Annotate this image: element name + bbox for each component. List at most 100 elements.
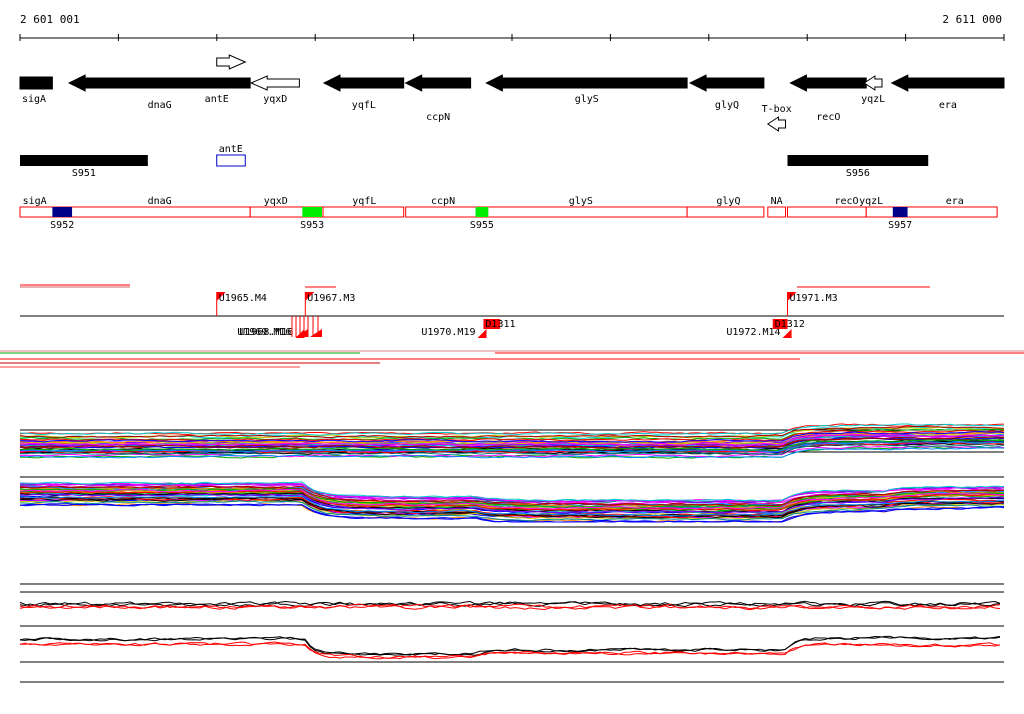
ante-box-label: antE: [219, 144, 243, 155]
ruler-end-label: 2 611 000: [942, 13, 1002, 26]
profile-series-line: [19, 496, 1005, 518]
profile-series-line: [19, 495, 1005, 517]
upshift-flag-u1965.m4[interactable]: [216, 292, 226, 301]
profile-series-line: [19, 499, 1005, 520]
transcript-label-dnag: dnaG: [148, 196, 172, 207]
upshift-overlap-label: U1969.M16: [237, 327, 291, 338]
gene-arrow-yqxd[interactable]: [249, 75, 300, 91]
site-marker-s957[interactable]: [892, 207, 908, 217]
summary-series-line: [19, 600, 1001, 608]
transcript-label-yqfl: yqfL: [352, 196, 376, 207]
shift-track: U1965.M4 U1967.M3 U1971.M3 U1968.M16U1969.M…: [0, 284, 1024, 368]
upshift-label-u1970-m19: U1970.M19: [421, 327, 475, 338]
profile-series-line: [19, 429, 1005, 442]
gene-label-ccpn: ccpN: [426, 112, 450, 123]
gene-arrow-t-box[interactable]: [766, 116, 787, 132]
upshift-label-u1972-m14: U1972.M14: [726, 327, 780, 338]
transcript-label-glys: glyS: [569, 196, 593, 207]
site-label-s953: S953: [300, 220, 324, 231]
gene-label-era: era: [939, 100, 957, 111]
upshift-flag-u1971.m3[interactable]: [787, 292, 797, 301]
downshift-block-d1311[interactable]: [483, 319, 501, 329]
segment-bar-s951[interactable]: [20, 155, 148, 166]
downshift-label-d1311: D1311: [485, 319, 515, 330]
profile-series-line: [19, 423, 1005, 436]
upshift-label-u1971-m3: U1971.M3: [789, 293, 837, 304]
profile-series-line: [19, 488, 1005, 510]
downshift-block-d1312[interactable]: [772, 319, 788, 329]
shift-marker: [296, 329, 308, 337]
coordinate-ruler: 2 601 001 2 611 000: [19, 13, 1005, 41]
transcript-box-glyq[interactable]: [686, 206, 765, 218]
gene-label-ante: antE: [205, 94, 229, 105]
gene-label-glys: glyS: [575, 94, 599, 105]
gene-arrow-dnag[interactable]: [67, 74, 251, 92]
profile-series-line: [19, 425, 1005, 439]
site-label-s957: S957: [888, 220, 912, 231]
gene-label-yqzl: yqzL: [861, 94, 885, 105]
gene-arrow-glys[interactable]: [485, 74, 688, 92]
ruler-axis: [19, 34, 1005, 41]
gene-label-reco: recO: [816, 112, 840, 123]
upshift-label-u1968-m16: U1968.M16: [239, 327, 293, 338]
shift-marker: [310, 329, 322, 337]
transcript-label-na: NA: [771, 196, 783, 207]
site-marker-s955[interactable]: [475, 207, 489, 217]
profile-series-line: [19, 485, 1005, 506]
transcript-label-yqzl: yqzL: [859, 196, 883, 207]
segment-label-s951: S951: [72, 168, 96, 179]
gene-arrow-siga[interactable]: [19, 76, 53, 90]
profile-series-line: [19, 493, 1005, 514]
upshift-label-u1965-m4: U1965.M4: [219, 293, 267, 304]
summary-track: [19, 583, 1004, 683]
site-label-s955: S955: [470, 220, 494, 231]
upshift-label-u1967-m3: U1967.M3: [307, 293, 355, 304]
gene-track: sigA dnaG antE yqxD yqfL ccpN glyS glyQ T-box rec…: [19, 54, 1005, 132]
summary-series-line: [19, 603, 1001, 610]
summary-series-line: [19, 635, 1001, 656]
gene-arrow-ccpn[interactable]: [404, 74, 472, 92]
gene-arrow-yqfl[interactable]: [322, 74, 405, 92]
site-label-s952: S952: [50, 220, 74, 231]
site-marker-s953[interactable]: [302, 207, 323, 217]
profile-series-line: [19, 440, 1005, 453]
profile-series-line: [19, 500, 1005, 522]
expression-profile-track: [19, 423, 1005, 528]
downflag-u1972.m14[interactable]: [782, 329, 792, 338]
gene-label-yqfl: yqfL: [352, 100, 376, 111]
ruler-start-label: 2 601 001: [20, 13, 80, 26]
transcript-box-reco[interactable]: [786, 206, 867, 218]
upshift-flag-u1967.m3[interactable]: [305, 292, 315, 301]
profile-series-line: [19, 447, 1005, 459]
ante-box-rect[interactable]: [216, 154, 246, 167]
site-marker-s952[interactable]: [52, 207, 73, 217]
profile-series-line: [20, 437, 1005, 450]
gene-label-yqxd: yqxD: [263, 94, 287, 105]
gene-arrow-reco[interactable]: [789, 74, 867, 92]
gene-arrow-ante[interactable]: [216, 54, 247, 70]
transcript-box-yqfl[interactable]: [322, 206, 405, 218]
segment-track: S951 S956: [20, 155, 929, 179]
gene-arrow-yqzl[interactable]: [863, 75, 883, 91]
profile-series-line: [19, 439, 1005, 452]
summary-series-line: [19, 641, 1001, 660]
transcript-label-era: era: [946, 196, 964, 207]
segment-bar-s956[interactable]: [787, 155, 929, 166]
transcript-box-ccpn[interactable]: [405, 206, 481, 218]
segment-label-s956: S956: [846, 168, 870, 179]
downflag-u1970.m19[interactable]: [477, 329, 487, 338]
transcript-label-glyq: glyQ: [716, 196, 740, 207]
ante-box: antE: [216, 144, 246, 167]
profile-series-line: [19, 445, 1005, 458]
gene-label-t-box: T-box: [762, 104, 792, 115]
transcript-box-na[interactable]: [767, 206, 787, 218]
profile-series-line: [19, 433, 1005, 446]
gene-arrow-era[interactable]: [890, 74, 1005, 92]
profile-series-line: [19, 481, 1005, 502]
gene-label-dnag: dnaG: [148, 100, 172, 111]
transcript-box-glys[interactable]: [479, 206, 688, 218]
transcript-box-era[interactable]: [903, 206, 998, 218]
gene-arrow-glyq[interactable]: [688, 74, 765, 92]
profile-series-line: [19, 490, 1005, 511]
